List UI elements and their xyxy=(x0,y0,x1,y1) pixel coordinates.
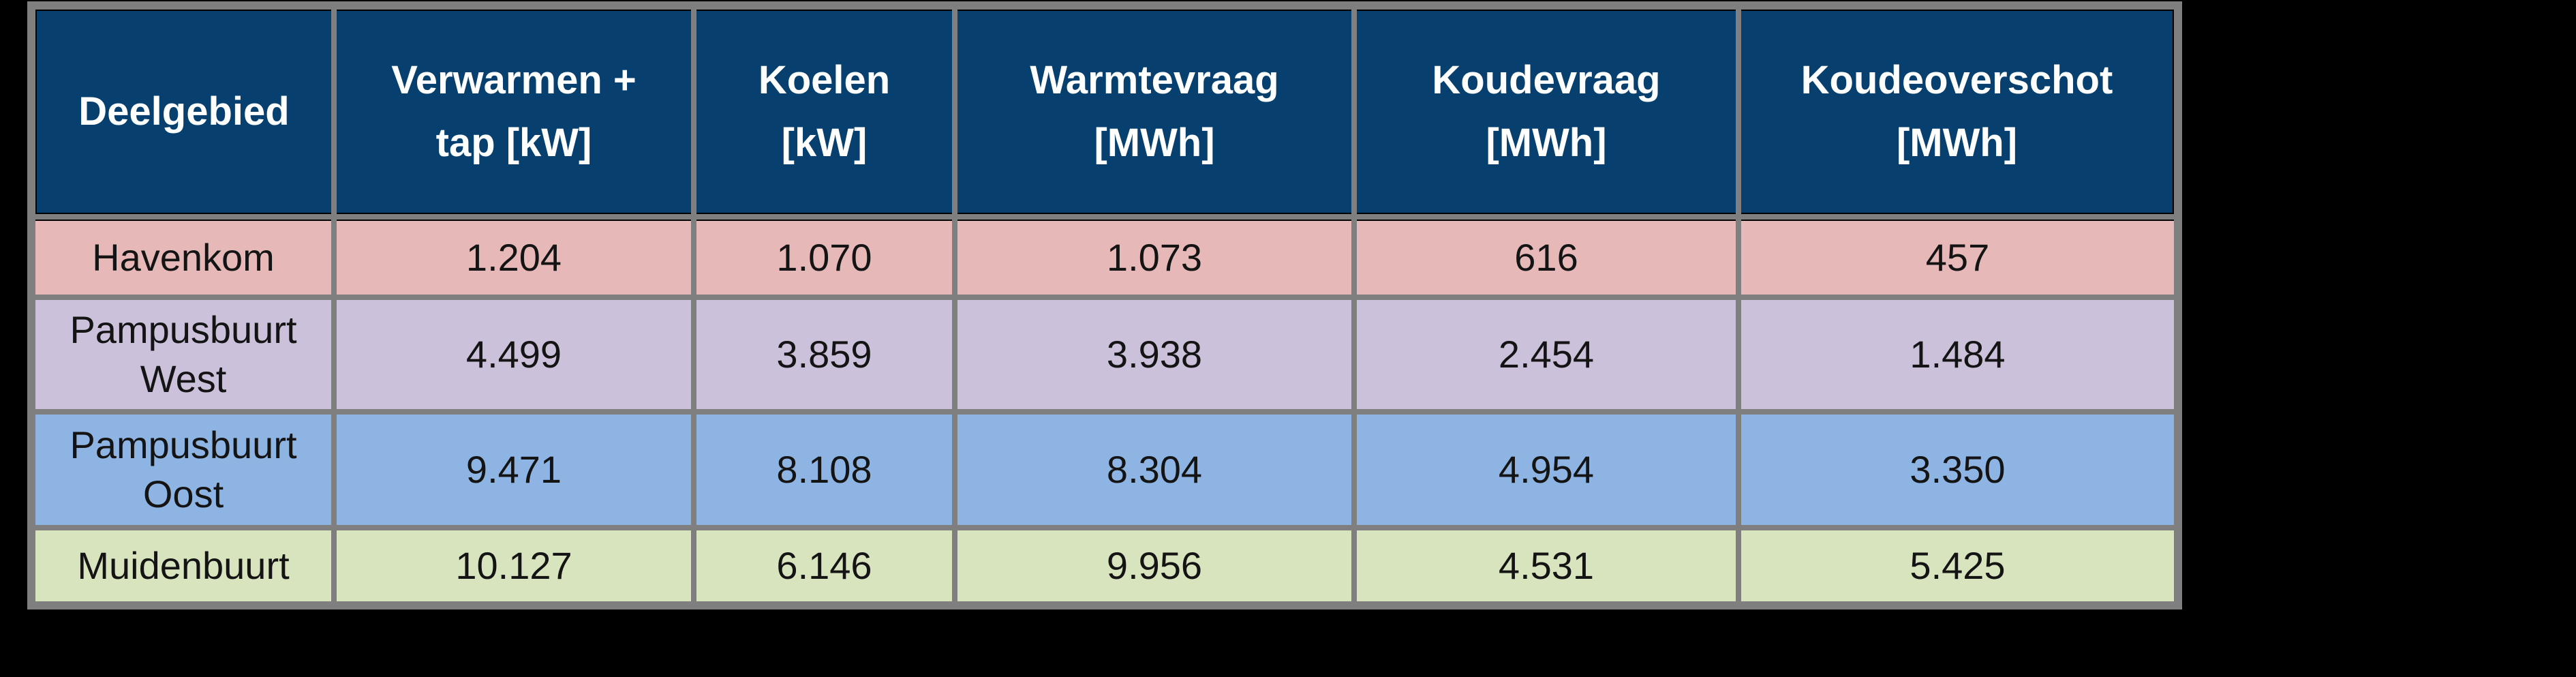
table-cell: 1.070 xyxy=(696,220,952,295)
column-header-warmtevraag: Warmtevraag [MWh] xyxy=(957,10,1351,214)
column-header-label: [MWh] xyxy=(1094,121,1215,165)
table-cell: 1.484 xyxy=(1741,300,2174,409)
table-cell: 9.471 xyxy=(337,415,691,525)
table-cell: 1.204 xyxy=(337,220,691,295)
column-header-label: [MWh] xyxy=(1486,121,1607,165)
table-cell: 10.127 xyxy=(337,530,691,601)
table-cell: 616 xyxy=(1357,220,1736,295)
column-header-label: Deelgebied xyxy=(78,89,290,134)
row-label: Havenkom xyxy=(35,220,331,295)
column-header-label: tap [kW] xyxy=(435,121,592,165)
energy-demand-table: Deelgebied Verwarmen + tap [kW] Koelen [… xyxy=(27,1,2182,610)
column-header-koelen: Koelen [kW] xyxy=(696,10,952,214)
table-cell: 2.454 xyxy=(1357,300,1736,409)
column-header-label: Koudeoverschot xyxy=(1800,58,2113,102)
column-header-koudeoverschot: Koudeoverschot [MWh] xyxy=(1741,10,2174,214)
column-header-label: Koudevraag xyxy=(1432,58,1661,102)
column-header-verwarmen-tap: Verwarmen + tap [kW] xyxy=(337,10,691,214)
table-cell: 457 xyxy=(1741,220,2174,295)
table-cell: 5.425 xyxy=(1741,530,2174,601)
column-header-koudevraag: Koudevraag [MWh] xyxy=(1357,10,1736,214)
column-header-label: Verwarmen + xyxy=(391,58,637,102)
table-cell: 4.531 xyxy=(1357,530,1736,601)
table-cell: 8.304 xyxy=(957,415,1351,525)
table-cell: 4.499 xyxy=(337,300,691,409)
row-label: Pampusbuurt Oost xyxy=(35,415,331,525)
table-cell: 4.954 xyxy=(1357,415,1736,525)
table-cell: 8.108 xyxy=(696,415,952,525)
table-cell: 3.938 xyxy=(957,300,1351,409)
table-cell: 3.859 xyxy=(696,300,952,409)
table-cell: 3.350 xyxy=(1741,415,2174,525)
row-label: Muidenbuurt xyxy=(35,530,331,601)
column-header-label: Warmtevraag xyxy=(1030,58,1279,102)
table-cell: 9.956 xyxy=(957,530,1351,601)
table-cell: 6.146 xyxy=(696,530,952,601)
column-header-label: [kW] xyxy=(781,121,868,165)
column-header-deelgebied: Deelgebied xyxy=(35,10,331,214)
column-header-label: [MWh] xyxy=(1896,121,2018,165)
row-label: Pampusbuurt West xyxy=(35,300,331,409)
column-header-label: Koelen xyxy=(758,58,891,102)
table-cell: 1.073 xyxy=(957,220,1351,295)
